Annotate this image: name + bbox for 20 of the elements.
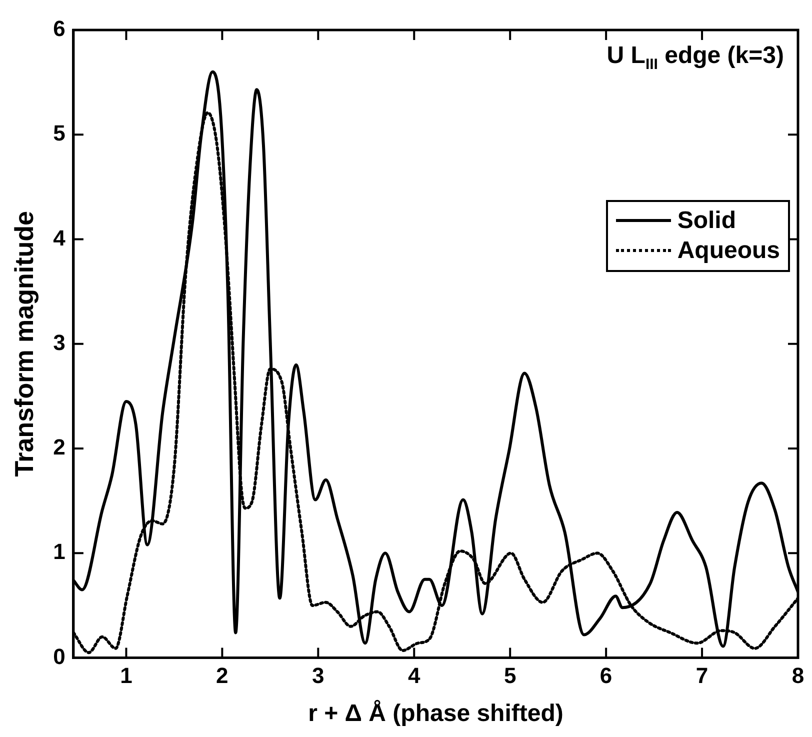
legend-label: Aqueous — [677, 236, 780, 266]
y-tick-label: 6 — [53, 16, 66, 42]
y-tick-label: 3 — [53, 330, 66, 355]
y-tick-label: 4 — [53, 225, 66, 250]
x-tick-label: 7 — [696, 663, 708, 688]
x-tick-label: 3 — [312, 663, 324, 688]
legend-label: Solid — [677, 206, 736, 236]
y-axis-title: Transform magnitude — [8, 210, 39, 477]
x-tick-label: 6 — [600, 663, 612, 688]
y-tick-label: 2 — [53, 434, 66, 460]
x-tick-label: 2 — [216, 663, 228, 688]
x-axis-title: r + Δ Å (phase shifted) — [308, 699, 564, 728]
y-tick-label: 1 — [53, 539, 66, 564]
x-tick-label: 4 — [408, 663, 421, 688]
x-tick-label: 5 — [504, 663, 516, 688]
x-tick-label: 1 — [120, 663, 132, 688]
y-tick-label: 0 — [53, 644, 66, 669]
annotation: U L$_{III}$ edge (k=3) — [606, 42, 784, 73]
y-tick-label: 5 — [53, 120, 66, 146]
x-tick-label: 8 — [792, 663, 804, 688]
